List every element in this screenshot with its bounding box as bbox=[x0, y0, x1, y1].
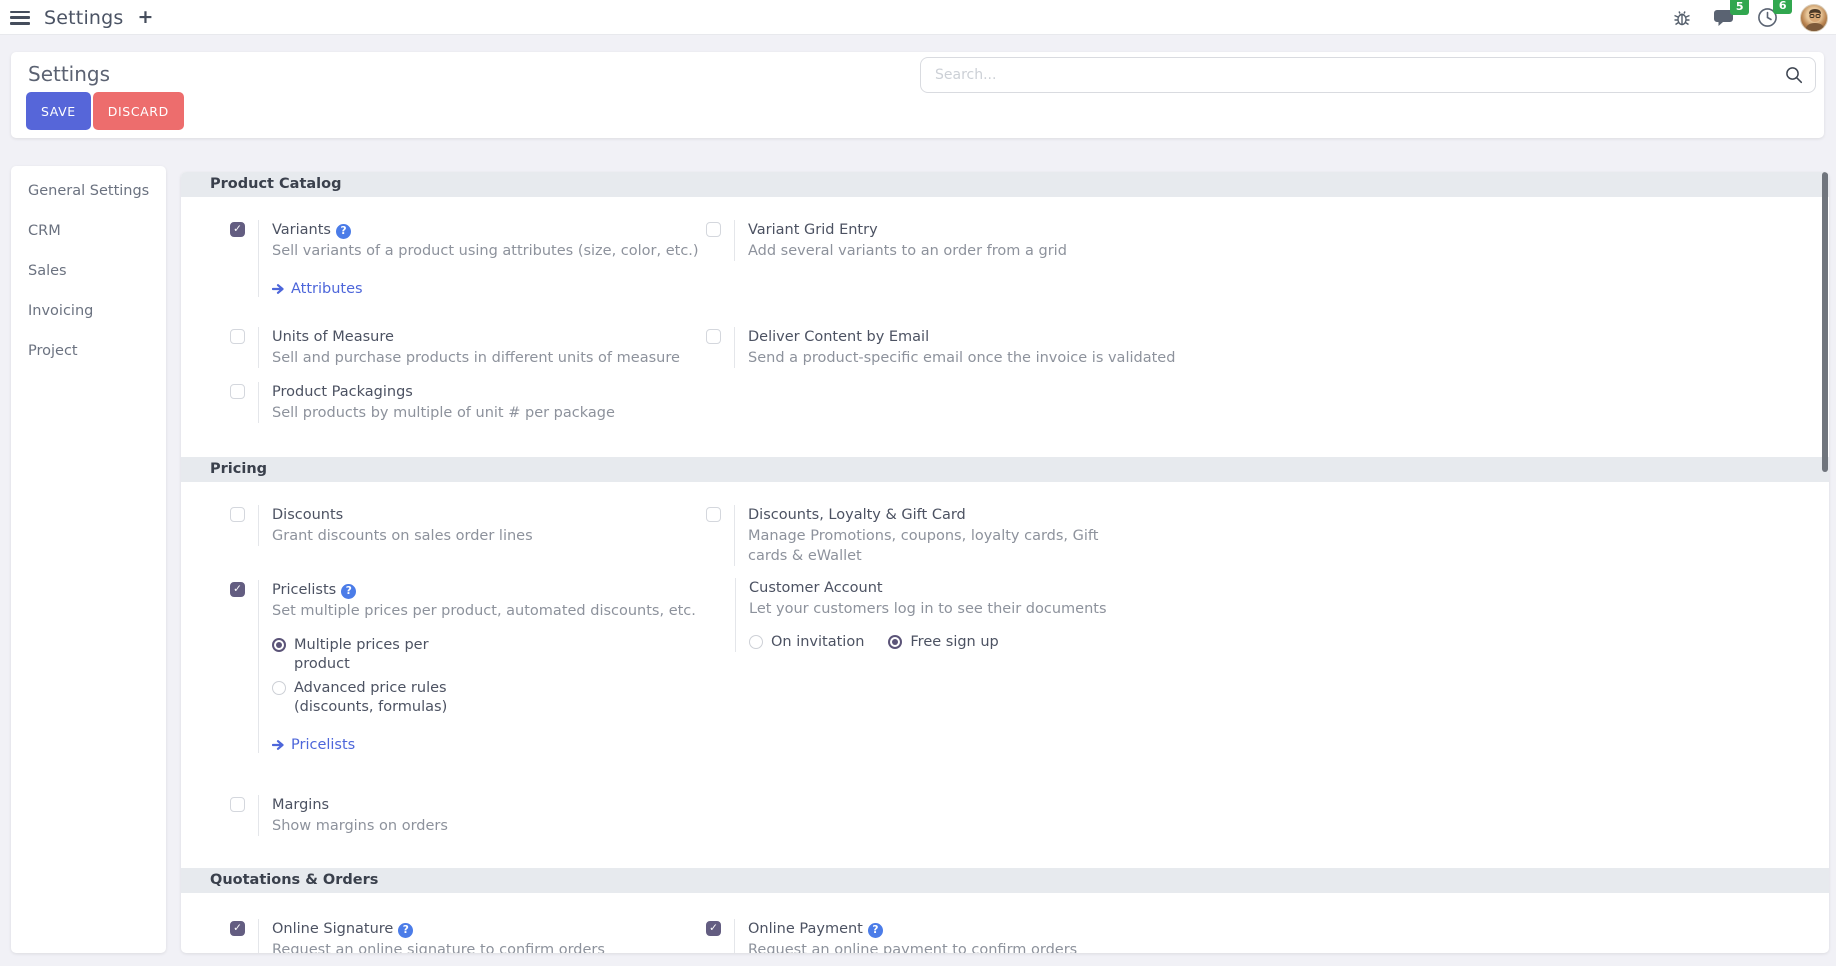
radio-on-invitation[interactable]: On invitation bbox=[749, 633, 864, 652]
save-button[interactable]: SAVE bbox=[26, 92, 91, 130]
section-header-pricing: Pricing bbox=[181, 457, 1829, 482]
top-navbar: Settings + 5 6 bbox=[0, 0, 1836, 35]
setting-label: Units of Measure bbox=[272, 329, 394, 345]
pricelists-checkbox[interactable] bbox=[230, 582, 245, 597]
discounts-checkbox[interactable] bbox=[230, 507, 245, 522]
settings-sidebar: General Settings CRM Sales Invoicing Pro… bbox=[11, 166, 166, 953]
setting-discounts: Discounts Grant discounts on sales order… bbox=[230, 505, 713, 546]
product-packagings-checkbox[interactable] bbox=[230, 384, 245, 399]
messages-icon[interactable]: 5 bbox=[1713, 0, 1749, 27]
help-icon[interactable]: ? bbox=[341, 584, 357, 599]
vertical-scrollbar-thumb[interactable] bbox=[1822, 172, 1828, 472]
setting-label: Customer Account bbox=[749, 580, 883, 596]
arrow-right-icon bbox=[272, 740, 284, 750]
setting-description: Let your customers log in to see their d… bbox=[749, 601, 1107, 617]
setting-description: Grant discounts on sales order lines bbox=[272, 528, 533, 544]
setting-label: Discounts, Loyalty & Gift Card bbox=[748, 507, 966, 523]
activities-clock-icon[interactable]: 6 bbox=[1757, 0, 1792, 28]
setting-description: Show margins on orders bbox=[272, 818, 448, 834]
arrow-right-icon bbox=[272, 284, 284, 294]
radio-button[interactable] bbox=[749, 635, 763, 649]
setting-label: Online Payment bbox=[748, 921, 863, 937]
radio-button[interactable] bbox=[272, 638, 286, 652]
setting-description: Set multiple prices per product, automat… bbox=[272, 603, 696, 619]
plus-icon[interactable]: + bbox=[137, 6, 154, 28]
setting-label: Deliver Content by Email bbox=[748, 329, 930, 345]
sidebar-item-general-settings[interactable]: General Settings bbox=[28, 183, 150, 199]
search-input[interactable] bbox=[935, 58, 1775, 92]
setting-label: Discounts bbox=[272, 507, 344, 523]
settings-header-card: Settings SAVE DISCARD bbox=[11, 52, 1824, 138]
sidebar-item-project[interactable]: Project bbox=[28, 343, 78, 359]
help-icon[interactable]: ? bbox=[335, 224, 351, 239]
setting-online-signature: Online Signature? Request an online sign… bbox=[230, 919, 713, 953]
radio-free-sign-up[interactable]: Free sign up bbox=[888, 633, 999, 652]
online-signature-checkbox[interactable] bbox=[230, 921, 245, 936]
setting-label: Product Packagings bbox=[272, 384, 413, 400]
menu-icon[interactable] bbox=[10, 10, 30, 25]
setting-description: Sell variants of a product using attribu… bbox=[272, 243, 699, 259]
variant-grid-entry-checkbox[interactable] bbox=[706, 222, 721, 237]
setting-discounts-loyalty-gift-card: Discounts, Loyalty & Gift Card Manage Pr… bbox=[706, 505, 1129, 566]
units-of-measure-checkbox[interactable] bbox=[230, 329, 245, 344]
search-box bbox=[920, 57, 1816, 93]
radio-advanced-price-rules[interactable]: Advanced price rules (discounts, formulas… bbox=[272, 679, 713, 717]
user-avatar[interactable] bbox=[1800, 3, 1828, 32]
setting-description: Add several variants to an order from a … bbox=[748, 243, 1067, 259]
margins-checkbox[interactable] bbox=[230, 797, 245, 812]
setting-description: Manage Promotions, coupons, loyalty card… bbox=[748, 528, 1099, 564]
discounts-loyalty-gift-card-checkbox[interactable] bbox=[706, 507, 721, 522]
section-header-product-catalog: Product Catalog bbox=[181, 172, 1829, 197]
sidebar-item-crm[interactable]: CRM bbox=[28, 223, 61, 239]
sidebar-item-sales[interactable]: Sales bbox=[28, 263, 67, 279]
setting-description: Request an online payment to confirm ord… bbox=[748, 942, 1078, 953]
setting-online-payment: Online Payment? Request an online paymen… bbox=[706, 919, 1179, 953]
discard-button[interactable]: DISCARD bbox=[92, 92, 184, 130]
setting-label: Pricelists bbox=[272, 582, 337, 598]
section-header-quotations-orders: Quotations & Orders bbox=[181, 868, 1829, 893]
deliver-content-by-email-checkbox[interactable] bbox=[706, 329, 721, 344]
setting-description: Sell and purchase products in different … bbox=[272, 350, 680, 366]
online-payment-checkbox[interactable] bbox=[706, 921, 721, 936]
setting-deliver-content-by-email: Deliver Content by Email Send a product-… bbox=[706, 327, 1179, 368]
help-icon[interactable]: ? bbox=[867, 923, 883, 938]
setting-product-packagings: Product Packagings Sell products by mult… bbox=[230, 382, 713, 423]
radio-multiple-prices-per-product[interactable]: Multiple prices per product bbox=[272, 636, 713, 674]
help-icon[interactable]: ? bbox=[398, 923, 414, 938]
setting-description: Sell products by multiple of unit # per … bbox=[272, 405, 615, 421]
setting-units-of-measure: Units of Measure Sell and purchase produ… bbox=[230, 327, 713, 368]
page-title: Settings bbox=[28, 62, 111, 86]
radio-button[interactable] bbox=[888, 635, 903, 649]
activities-count-badge: 6 bbox=[1773, 0, 1792, 14]
debug-bug-icon[interactable] bbox=[1673, 9, 1691, 27]
setting-description: Request an online signature to confirm o… bbox=[272, 942, 605, 953]
settings-content-panel: Product Catalog Variants? Sell variants … bbox=[181, 172, 1829, 953]
setting-label: Online Signature bbox=[272, 921, 394, 937]
attributes-link[interactable]: Attributes bbox=[272, 281, 713, 297]
setting-label: Margins bbox=[272, 797, 330, 813]
setting-margins: Margins Show margins on orders bbox=[230, 795, 713, 836]
app-title[interactable]: Settings bbox=[44, 6, 124, 29]
setting-variants: Variants? Sell variants of a product usi… bbox=[230, 220, 713, 297]
pricelists-link[interactable]: Pricelists bbox=[272, 737, 713, 753]
setting-customer-account: Customer Account Let your customers log … bbox=[735, 578, 1165, 652]
setting-label: Variant Grid Entry bbox=[748, 222, 878, 238]
sidebar-item-invoicing[interactable]: Invoicing bbox=[28, 303, 94, 319]
setting-variant-grid-entry: Variant Grid Entry Add several variants … bbox=[706, 220, 1179, 261]
setting-description: Send a product-specific email once the i… bbox=[748, 350, 1176, 366]
search-icon[interactable] bbox=[1785, 66, 1803, 88]
variants-checkbox[interactable] bbox=[230, 222, 245, 237]
setting-pricelists: Pricelists? Set multiple prices per prod… bbox=[230, 580, 713, 753]
setting-label: Variants bbox=[272, 222, 331, 238]
messages-count-badge: 5 bbox=[1730, 0, 1749, 15]
radio-button[interactable] bbox=[272, 681, 286, 695]
